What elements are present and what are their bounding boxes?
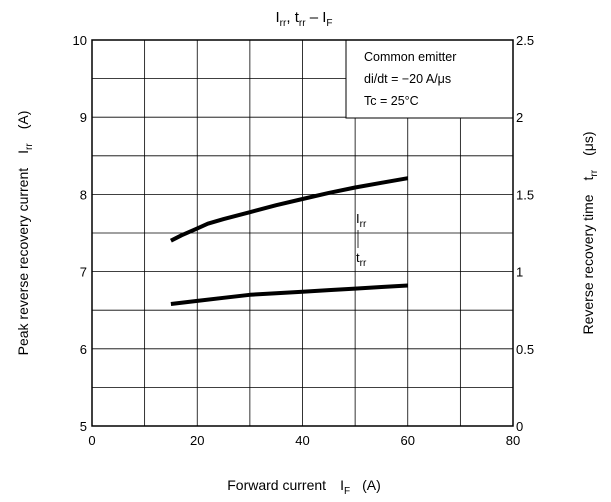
series-group bbox=[169, 176, 409, 306]
x-tick-label: 60 bbox=[401, 433, 415, 448]
annotation-box bbox=[345, 39, 514, 119]
y-left-tick-label: 10 bbox=[73, 33, 87, 48]
y-left-axis-title-unit: (A) bbox=[15, 111, 31, 130]
x-axis-title-unit: (A) bbox=[362, 477, 381, 493]
title-if: I bbox=[322, 9, 326, 26]
y-right-tick-label: 0 bbox=[516, 419, 523, 434]
annotation-line-1: Common emitter bbox=[364, 50, 456, 64]
y-left-axis-title-text: Peak reverse recovery current bbox=[15, 168, 31, 356]
series-label-trr: trr bbox=[356, 250, 367, 269]
x-tick-label: 0 bbox=[88, 433, 95, 448]
x-axis-title: Forward current IF (A) bbox=[227, 477, 380, 497]
y-right-axis-title-text: Reverse recovery time bbox=[580, 194, 596, 334]
series-label-trr-sub: rr bbox=[360, 258, 367, 269]
series-label-irr-main: I bbox=[356, 211, 360, 226]
y-right-axis-title-var-sub: rr bbox=[589, 169, 600, 176]
title-if-sub: F bbox=[326, 18, 332, 29]
y-right-tick-label: 0.5 bbox=[516, 342, 534, 357]
plot-frame bbox=[91, 39, 514, 427]
series-label-irr: Irr bbox=[356, 211, 367, 230]
y-left-tick-labels: 5 6 7 8 9 10 bbox=[73, 33, 87, 434]
title-irr: I bbox=[276, 9, 280, 26]
y-right-tick-label: 2 bbox=[516, 110, 523, 125]
annotation-line-3: Tc = 25°C bbox=[364, 94, 419, 108]
series-line-irr bbox=[169, 176, 409, 243]
y-left-axis-title-var-sub: rr bbox=[24, 143, 35, 150]
x-axis-title-var-sub: F bbox=[344, 486, 350, 497]
y-left-tick-label: 8 bbox=[80, 187, 87, 202]
x-tick-label: 40 bbox=[295, 433, 309, 448]
series-label-trr-main: t bbox=[356, 250, 360, 265]
title-sep: , bbox=[286, 9, 294, 26]
y-right-axis-title-var: t bbox=[580, 176, 596, 180]
y-left-tick-label: 6 bbox=[80, 342, 87, 357]
y-right-axis-title: Reverse recovery time trr (μs) bbox=[580, 132, 600, 335]
x-axis-title-text: Forward current bbox=[227, 477, 326, 493]
series-line-trr bbox=[170, 283, 408, 306]
y-right-tick-labels: 0 0.5 1 1.5 2 2.5 bbox=[516, 33, 534, 434]
x-tick-labels: 0 20 40 60 80 bbox=[88, 433, 520, 448]
y-left-axis-title: Peak reverse recovery current Irr (A) bbox=[15, 111, 35, 356]
series-label-irr-sub: rr bbox=[360, 219, 367, 230]
title-trr-sub: rr bbox=[299, 18, 306, 29]
y-right-axis-title-unit: (μs) bbox=[580, 132, 596, 156]
chart-title: Irr, trr – IF bbox=[276, 9, 333, 29]
x-tick-label: 80 bbox=[506, 433, 520, 448]
x-tick-label: 20 bbox=[190, 433, 204, 448]
title-trr: t bbox=[295, 9, 300, 26]
annotation-line-2: di/dt = −20 A/μs bbox=[364, 72, 451, 86]
title-dash: – bbox=[306, 9, 323, 26]
y-left-tick-label: 7 bbox=[80, 265, 87, 280]
y-left-tick-label: 5 bbox=[80, 419, 87, 434]
y-right-tick-label: 1 bbox=[516, 265, 523, 280]
y-left-axis-title-var: I bbox=[15, 150, 31, 154]
y-right-tick-label: 1.5 bbox=[516, 187, 534, 202]
y-left-tick-label: 9 bbox=[80, 110, 87, 125]
y-right-tick-label: 2.5 bbox=[516, 33, 534, 48]
x-axis-title-var: I bbox=[340, 477, 344, 493]
title-irr-sub: rr bbox=[280, 18, 287, 29]
